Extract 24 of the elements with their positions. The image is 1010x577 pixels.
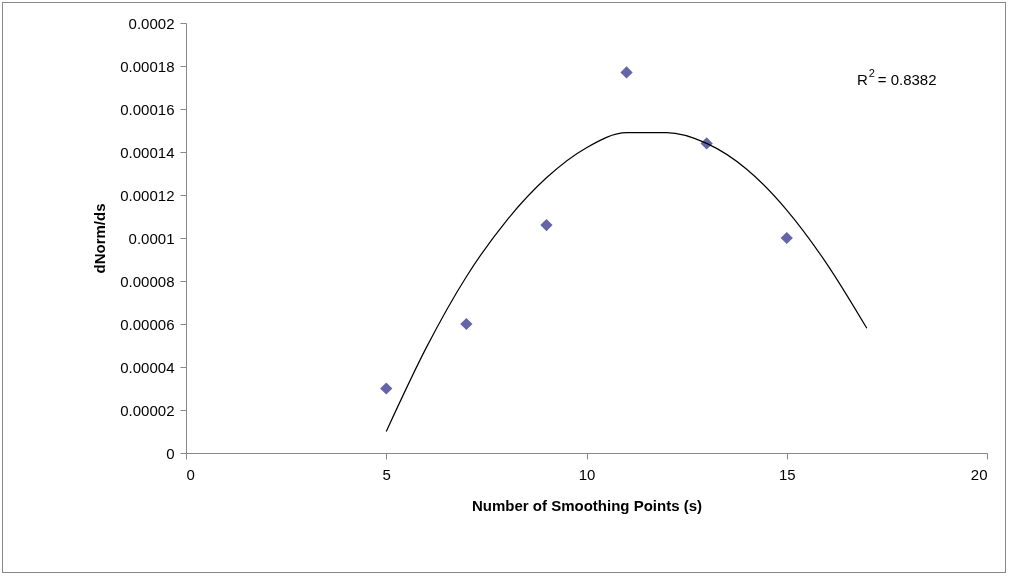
y-tick-label: 0.00018	[120, 57, 175, 75]
point	[460, 317, 473, 331]
y-tick-label: 0	[166, 444, 175, 462]
x-tick-label: 5	[382, 465, 391, 483]
x-tick-label: 0	[186, 465, 195, 483]
y-tick-label: 0.0002	[128, 14, 175, 32]
point	[780, 231, 793, 245]
x-axis-title: Number of Smoothing Points (s)	[472, 496, 702, 514]
point	[620, 66, 633, 79]
y-tick-label: 0.00004	[120, 358, 175, 376]
point	[380, 382, 393, 395]
y-tick-label: 0.0001	[128, 229, 175, 247]
y-tick-label: 0.00016	[120, 100, 175, 118]
y-tick-label: 0.00006	[120, 315, 175, 333]
x-tick-label: 20	[970, 465, 988, 483]
x-tick-label: 15	[778, 465, 796, 483]
y-tick-label: 0.00002	[120, 401, 175, 419]
y-tick-label: 0.00014	[120, 143, 175, 161]
point	[540, 218, 553, 232]
y-tick-label: 0.00012	[120, 186, 175, 204]
y-axis-title: dNorm/ds	[91, 203, 109, 274]
line-series	[385, 132, 868, 433]
x-tick-label: 10	[578, 465, 596, 483]
y-tick-label: 0.00008	[120, 272, 175, 290]
